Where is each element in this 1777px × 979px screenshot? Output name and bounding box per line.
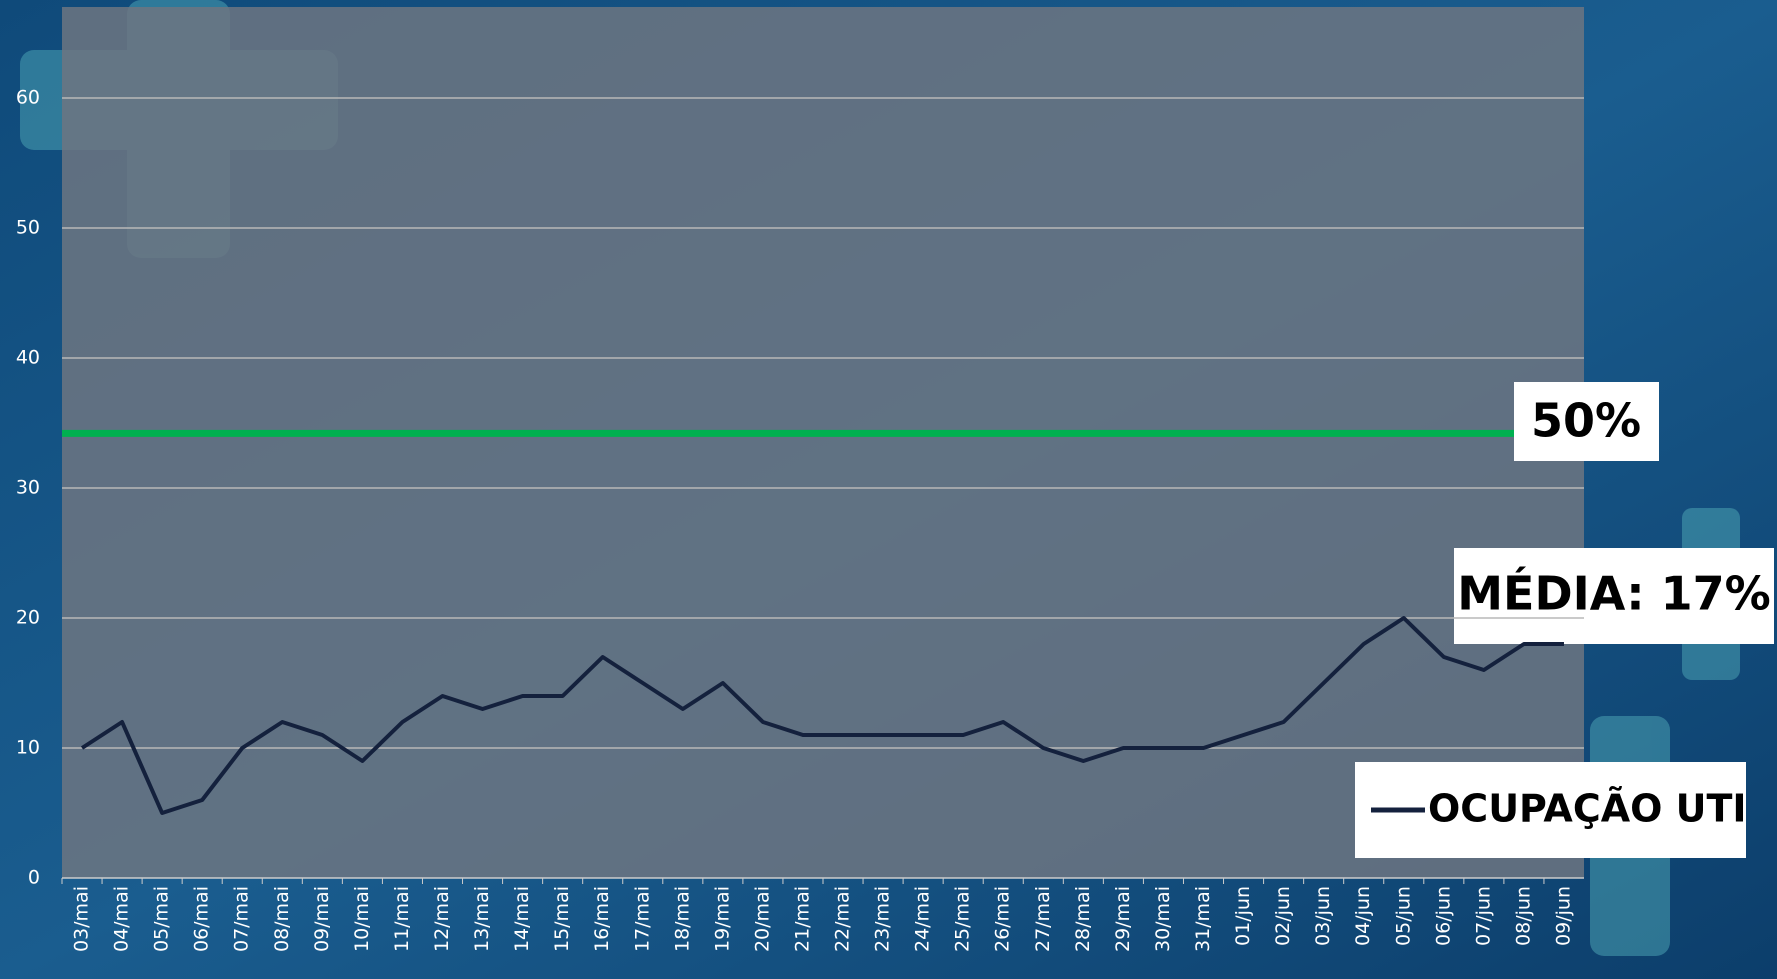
x-tick-label: 28/mai [1072, 886, 1094, 952]
x-tick-label: 13/mai [471, 886, 493, 952]
x-tick-label: 23/mai [872, 886, 894, 952]
x-tick-label: 18/mai [671, 886, 693, 952]
y-tick-label: 30 [16, 477, 40, 499]
x-tick-label: 15/mai [551, 886, 573, 952]
x-tick-label: 17/mai [631, 886, 653, 952]
x-tick-label: 06/jun [1432, 886, 1454, 946]
annotation: MÉDIA: 17% [1457, 567, 1770, 621]
x-tick-label: 25/mai [952, 886, 974, 952]
y-tick-label: 50 [16, 217, 40, 239]
x-tick-label: 03/jun [1312, 886, 1334, 946]
x-tick-label: 08/mai [271, 886, 293, 952]
x-tick-label: 03/mai [71, 886, 93, 952]
x-tick-label: 11/mai [391, 886, 413, 952]
x-tick-label: 05/jun [1392, 886, 1414, 946]
x-tick-label: 09/jun [1552, 886, 1574, 946]
y-tick-label: 60 [16, 87, 40, 109]
x-tick-label: 21/mai [791, 886, 813, 952]
chart: MÉDIA: 17% 0 10 20 30 40 50 60 03/mai 04/mai 05/m… [0, 0, 1777, 979]
x-tick-label: 09/mai [311, 886, 333, 952]
x-tick-label: 10/mai [351, 886, 373, 952]
y-tick-label: 20 [16, 607, 40, 629]
x-tick-label: 02/jun [1272, 886, 1294, 946]
x-tick-label: 04/jun [1352, 886, 1374, 946]
x-tick-label: 05/mai [151, 886, 173, 952]
x-tick-label: 20/mai [751, 886, 773, 952]
x-tick-label: 07/jun [1472, 886, 1494, 946]
x-tick-label: 26/mai [992, 886, 1014, 952]
x-tick-label: 22/mai [832, 886, 854, 952]
x-tick-label: 27/mai [1032, 886, 1054, 952]
x-tick-label: 29/mai [1112, 886, 1134, 952]
x-tick-label: 01/jun [1232, 886, 1254, 946]
reference-label: 50% [1531, 394, 1641, 448]
x-tick-label: 04/mai [111, 886, 133, 952]
x-tick-label: 31/mai [1192, 886, 1214, 952]
y-tick-label: 10 [16, 737, 40, 759]
legend-label: OCUPAÇÃO UTI [1428, 787, 1747, 831]
x-tick-label: 14/mai [511, 886, 533, 952]
x-tick-label: 08/jun [1512, 886, 1534, 946]
x-tick-label: 24/mai [912, 886, 934, 952]
x-tick-label: 07/mai [231, 886, 253, 952]
x-tick-label: 16/mai [591, 886, 613, 952]
x-tick-label: 19/mai [711, 886, 733, 952]
x-tick-label: 06/mai [191, 886, 213, 952]
x-tick-label: 12/mai [431, 886, 453, 952]
y-tick-label: 40 [16, 347, 40, 369]
y-tick-label: 0 [28, 867, 40, 889]
x-tick-label: 30/mai [1152, 886, 1174, 952]
